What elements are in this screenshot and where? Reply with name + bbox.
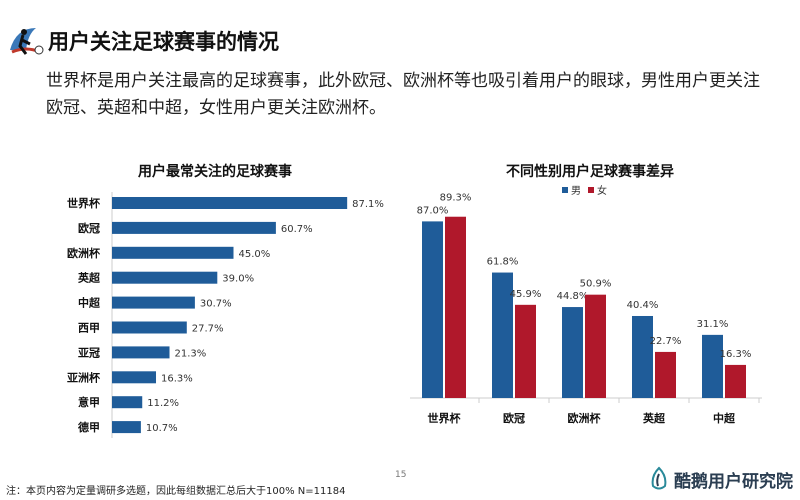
category-label: 欧洲杯 <box>568 411 602 425</box>
category-label: 英超 <box>642 411 666 425</box>
category-label: 西甲 <box>78 322 100 335</box>
chart-title: 用户最常关注的足球赛事 <box>138 163 292 180</box>
data-label: 30.7% <box>200 299 232 310</box>
footnote: 注：本页内容为定量调研多选题，因此每组数据汇总后大于100% N=11184 <box>6 486 346 497</box>
legend-label: 男 <box>571 185 581 197</box>
page-title: 用户关注足球赛事的情况 <box>48 30 279 54</box>
category-label: 欧洲杯 <box>67 246 101 260</box>
data-label: 45.0% <box>239 249 271 260</box>
bar-male <box>632 315 653 398</box>
category-label: 英超 <box>77 271 101 285</box>
data-label: 61.8% <box>487 257 519 268</box>
data-label: 60.7% <box>281 224 313 235</box>
bar-male <box>562 307 583 398</box>
bar-male <box>422 221 443 398</box>
bar-male <box>492 272 513 398</box>
brand-name: 酷鹅用户研究院 <box>674 471 793 492</box>
bar <box>112 296 195 309</box>
bar-female <box>515 304 536 398</box>
legend-swatch <box>562 187 568 193</box>
data-label: 16.3% <box>161 373 193 384</box>
page-subtitle: 世界杯是用户关注最高的足球赛事，此外欧冠、欧洲杯等也吸引着用户的眼球，男性用户更… <box>46 71 760 118</box>
page-number: 15 <box>395 470 407 480</box>
category-label: 世界杯 <box>428 411 462 425</box>
bar <box>112 321 187 334</box>
data-label: 50.9% <box>580 279 612 290</box>
legend-label: 女 <box>597 184 607 197</box>
data-label: 89.3% <box>440 193 472 204</box>
bar <box>112 371 157 384</box>
legend-swatch <box>588 187 594 193</box>
bar-female <box>655 351 676 398</box>
football-player-logo-icon <box>10 28 44 55</box>
data-label: 11.2% <box>147 398 179 409</box>
bar <box>112 221 276 234</box>
data-label: 10.7% <box>146 423 178 434</box>
category-label: 欧冠 <box>78 221 100 235</box>
data-label: 31.1% <box>697 319 729 330</box>
category-label: 世界杯 <box>67 196 101 210</box>
bar <box>112 246 234 259</box>
brand-logo: 酷鹅用户研究院 <box>648 466 793 492</box>
category-label: 中超 <box>78 296 101 310</box>
bar <box>112 346 170 359</box>
bar <box>112 197 348 209</box>
data-label: 87.1% <box>352 199 384 210</box>
penguin-logo-icon <box>651 466 667 490</box>
category-label: 德甲 <box>77 420 100 434</box>
data-label: 22.7% <box>650 336 682 347</box>
bar-female <box>585 294 606 398</box>
bar-female <box>445 216 466 398</box>
category-label: 亚冠 <box>78 346 100 359</box>
data-label: 39.0% <box>222 274 254 285</box>
bar <box>112 271 218 284</box>
category-label: 欧冠 <box>503 411 525 425</box>
category-label: 亚洲杯 <box>67 370 101 384</box>
data-label: 87.0% <box>417 205 449 216</box>
bar-male <box>702 334 723 398</box>
category-label: 中超 <box>713 411 736 425</box>
data-label: 40.4% <box>627 300 659 311</box>
data-label: 44.8% <box>557 291 589 302</box>
data-label: 27.7% <box>192 324 224 335</box>
category-label: 意甲 <box>78 395 100 409</box>
data-label: 45.9% <box>510 289 542 300</box>
bar-female <box>725 364 746 398</box>
data-label: 16.3% <box>720 349 752 360</box>
bar <box>112 396 143 409</box>
chart-title: 不同性别用户足球赛事差异 <box>506 163 674 180</box>
data-label: 21.3% <box>175 348 207 359</box>
bar <box>112 421 141 434</box>
